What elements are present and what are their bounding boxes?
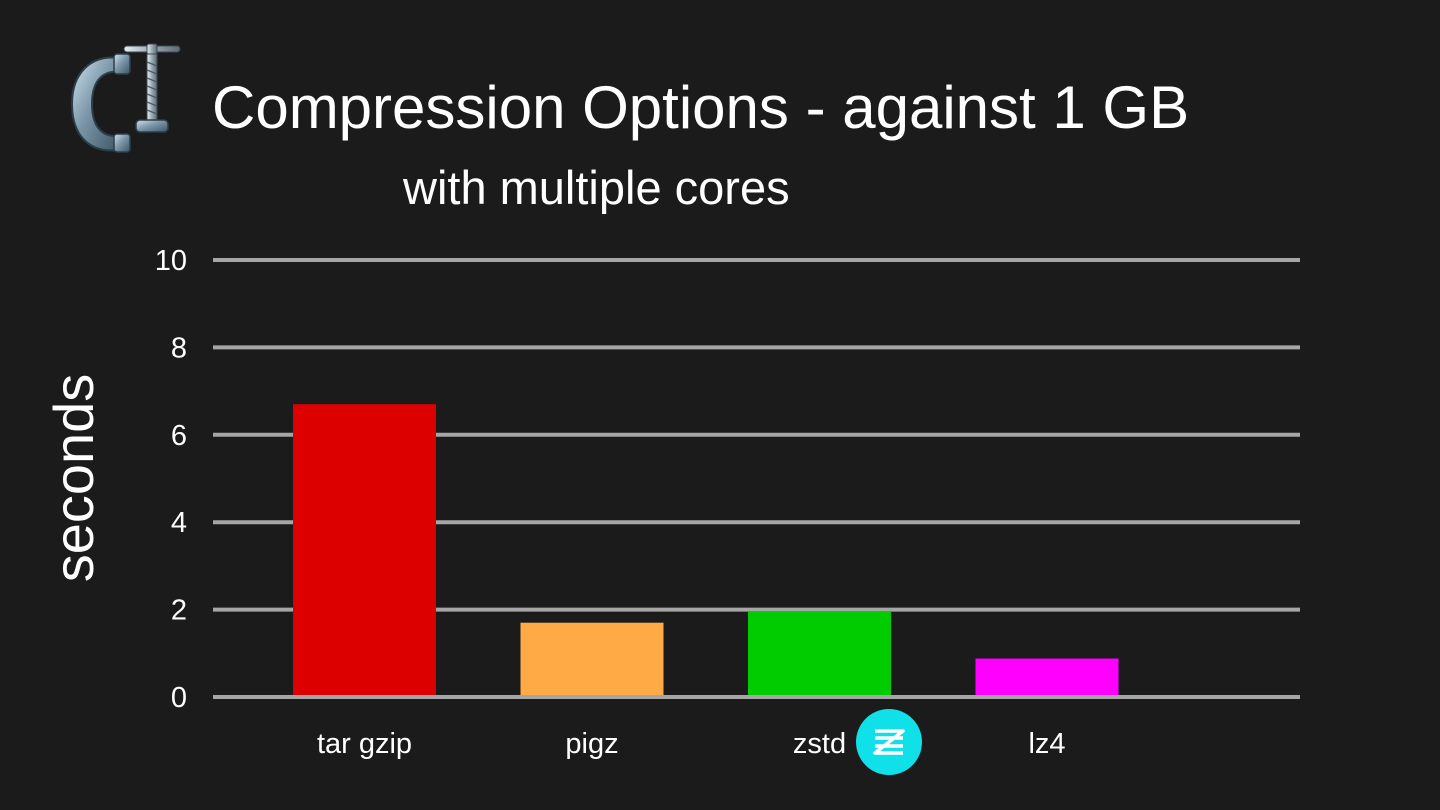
category-label: pigz	[565, 728, 618, 760]
zstd-logo-mark	[873, 729, 905, 755]
y-tick-label: 2	[171, 595, 187, 627]
category-labels: tar gzip pigz zstd lz4	[317, 728, 1066, 760]
y-tick-label: 0	[171, 682, 187, 714]
y-axis-label: seconds	[42, 374, 105, 583]
page-title: Compression Options - against 1 GB	[212, 74, 1190, 141]
page-subtitle: with multiple cores	[403, 161, 790, 214]
y-tick-label: 4	[171, 507, 187, 539]
bar	[520, 622, 664, 695]
category-label: tar gzip	[317, 728, 412, 760]
bars	[293, 404, 1119, 695]
bar	[975, 658, 1119, 695]
y-tick-label: 10	[155, 245, 187, 277]
category-label: zstd	[793, 728, 846, 760]
y-tick-label: 8	[171, 332, 187, 364]
clamp-icon	[70, 43, 181, 153]
zstd-logo-icon	[856, 709, 922, 775]
category-label: lz4	[1028, 728, 1065, 760]
y-tick-label: 6	[171, 420, 187, 452]
bar	[293, 404, 436, 695]
y-tick-labels: 0 2 4 6 8 10	[155, 245, 187, 714]
bar	[748, 611, 891, 695]
